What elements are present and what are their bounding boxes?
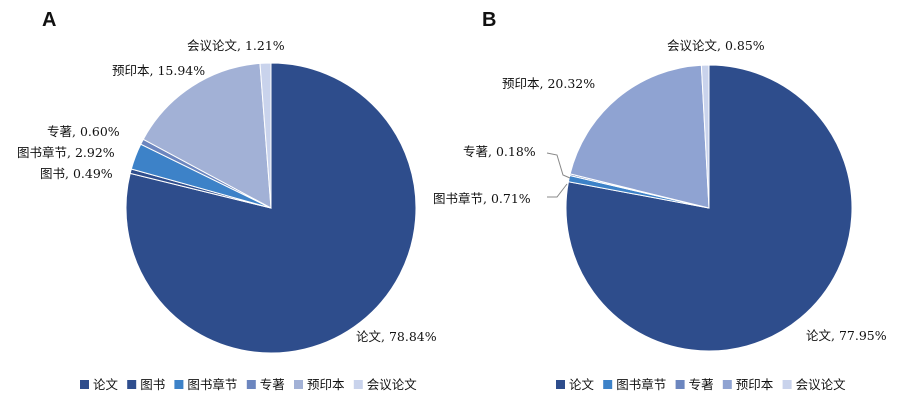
b-legend-swatch-4 bbox=[782, 380, 792, 389]
a-legend-label-1: 图书 bbox=[140, 377, 165, 392]
label-a-book: 图书, 0.49% bbox=[40, 166, 113, 181]
pie-chart-a: A 会议论文, 1.21% 预印本, 15.94% 专著, 0.60% 图书章节… bbox=[17, 9, 437, 392]
a-legend-swatch-0 bbox=[80, 380, 89, 389]
label-a-conference: 会议论文, 1.21% bbox=[187, 38, 285, 53]
a-legend-label-0: 论文 bbox=[93, 377, 119, 392]
a-legend-swatch-5 bbox=[353, 380, 363, 389]
a-slice-5 bbox=[259, 62, 272, 209]
legend-a: 论文 图书 图书章节 专著 预印本 会议论文 bbox=[80, 377, 417, 392]
a-legend-label-3: 专著 bbox=[260, 377, 285, 392]
b-legend-swatch-0 bbox=[556, 380, 565, 389]
leader-line-b-monograph bbox=[546, 152, 571, 179]
chart-b-title: B bbox=[482, 9, 496, 31]
b-legend-swatch-2 bbox=[675, 380, 685, 389]
label-b-preprint: 预印本, 20.32% bbox=[502, 76, 595, 91]
legend-b: 论文 图书章节 专著 预印本 会议论文 bbox=[556, 377, 846, 392]
leader-line-b-book-chapter bbox=[547, 183, 568, 198]
b-legend-label-4: 会议论文 bbox=[796, 377, 847, 392]
label-a-monograph: 专著, 0.60% bbox=[47, 124, 120, 139]
b-slice-4 bbox=[700, 64, 710, 209]
a-legend-label-2: 图书章节 bbox=[187, 377, 237, 392]
label-b-conference: 会议论文, 0.85% bbox=[667, 38, 765, 53]
b-legend-label-0: 论文 bbox=[569, 377, 595, 392]
b-legend-label-1: 图书章节 bbox=[616, 377, 666, 392]
b-legend-swatch-3 bbox=[722, 380, 732, 389]
b-legend-swatch-1 bbox=[603, 380, 613, 389]
label-a-article: 论文, 78.84% bbox=[356, 329, 437, 344]
a-slice-4 bbox=[142, 62, 272, 209]
label-b-monograph: 专著, 0.18% bbox=[463, 144, 536, 159]
label-a-preprint: 预印本, 15.94% bbox=[112, 63, 205, 78]
a-legend-label-5: 会议论文 bbox=[367, 377, 418, 392]
label-b-article: 论文, 77.95% bbox=[806, 328, 887, 343]
a-legend-label-4: 预印本 bbox=[307, 377, 345, 392]
a-legend-swatch-4 bbox=[294, 380, 303, 389]
a-legend-swatch-3 bbox=[246, 380, 256, 389]
a-legend-swatch-2 bbox=[174, 380, 184, 389]
a-legend-swatch-1 bbox=[127, 380, 137, 389]
pie-chart-b: B 会议论文, 0.85% 预印本, 20.32% 专著, 0.18% 图书章节… bbox=[433, 9, 887, 392]
label-b-book-chapter: 图书章节, 0.71% bbox=[433, 191, 531, 206]
chart-a-title: A bbox=[42, 9, 56, 31]
b-legend-label-2: 专著 bbox=[689, 377, 714, 392]
label-a-book-chapter: 图书章节, 2.92% bbox=[17, 145, 115, 160]
b-legend-label-3: 预印本 bbox=[736, 377, 774, 392]
b-slice-3 bbox=[569, 64, 710, 209]
